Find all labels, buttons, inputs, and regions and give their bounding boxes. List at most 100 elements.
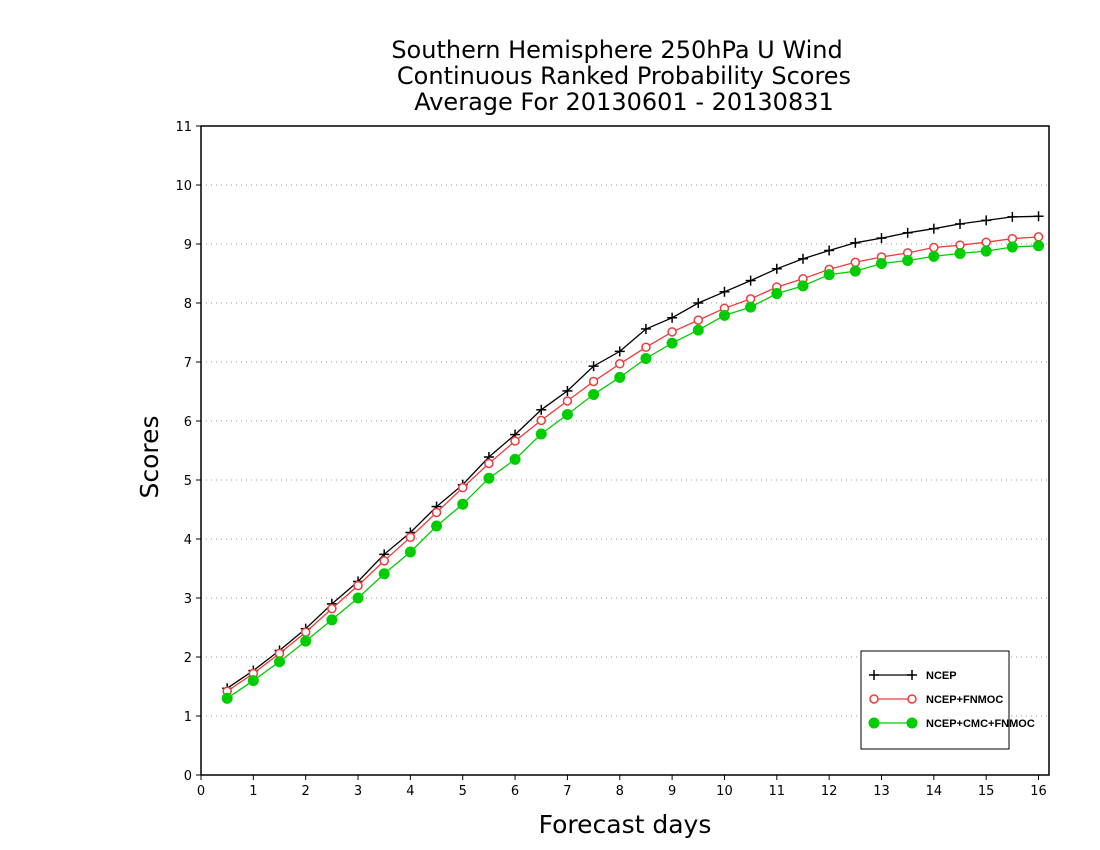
series-3-point bbox=[1033, 240, 1045, 252]
series-2-point bbox=[1033, 232, 1044, 242]
x-tick-label: 10 bbox=[716, 784, 733, 799]
series-3-point bbox=[718, 309, 730, 321]
x-tick-label: 8 bbox=[616, 784, 624, 799]
y-tick-label: 4 bbox=[184, 533, 192, 548]
x-tick-label: 4 bbox=[406, 784, 414, 799]
legend-marker bbox=[906, 717, 918, 729]
y-tick-label: 0 bbox=[184, 769, 192, 784]
series-1-point bbox=[1033, 211, 1044, 222]
series-3-point bbox=[247, 675, 259, 687]
series-1-point bbox=[562, 385, 573, 396]
series-3-point bbox=[614, 371, 626, 383]
series-3-point bbox=[326, 614, 338, 626]
series-1-point bbox=[876, 233, 887, 244]
x-tick-label: 11 bbox=[769, 784, 786, 799]
series-3-point bbox=[352, 592, 364, 604]
series-3-point bbox=[483, 472, 495, 484]
x-tick-label: 6 bbox=[511, 784, 519, 799]
series-2 bbox=[222, 232, 1044, 696]
x-tick-label: 2 bbox=[302, 784, 310, 799]
series-3-point bbox=[797, 280, 809, 292]
x-tick-label: 5 bbox=[459, 784, 467, 799]
legend-label: NCEP+CMC+FNMOC bbox=[926, 718, 1035, 730]
series-1-point bbox=[667, 312, 678, 323]
y-tick-label: 9 bbox=[184, 238, 192, 253]
series-3-point bbox=[980, 245, 992, 257]
series-1-point bbox=[850, 237, 861, 248]
series-2-line bbox=[226, 236, 1039, 692]
series-1-point bbox=[588, 361, 599, 372]
series-3-point bbox=[902, 255, 914, 267]
legend: NCEP NCEP+FNMOC NCEP+CMC+FNMOC bbox=[860, 650, 1035, 750]
series-1-point bbox=[614, 346, 625, 357]
legend-item: NCEP+CMC+FNMOC bbox=[868, 717, 1035, 730]
title-line-3: Average For 20130601 - 20130831 bbox=[414, 88, 834, 116]
x-tick-label: 16 bbox=[1030, 784, 1047, 799]
series-2-point bbox=[510, 436, 520, 446]
legend-marker bbox=[869, 694, 879, 704]
legend-label: NCEP+FNMOC bbox=[926, 694, 1003, 706]
legend-marker bbox=[907, 670, 917, 680]
series-3-point bbox=[378, 568, 390, 580]
x-tick-label: 3 bbox=[354, 784, 362, 799]
legend-label: NCEP bbox=[926, 670, 957, 682]
x-tick-label: 13 bbox=[873, 784, 890, 799]
x-tick-label: 0 bbox=[197, 784, 205, 799]
series-2-point bbox=[484, 458, 494, 469]
y-axis-label: Scores bbox=[135, 415, 164, 498]
legend-marker bbox=[868, 717, 880, 729]
series-1-point bbox=[955, 218, 966, 229]
series-1-point bbox=[981, 215, 992, 226]
series-1-point bbox=[745, 275, 756, 286]
series-1-point bbox=[797, 253, 808, 264]
series-3-point bbox=[666, 337, 678, 349]
series-1-point bbox=[1007, 211, 1018, 222]
x-axis-label: Forecast days bbox=[539, 810, 712, 839]
series-3-point bbox=[300, 635, 312, 647]
y-tick-label: 5 bbox=[184, 474, 192, 489]
series-1-point bbox=[902, 227, 913, 238]
series-3-point bbox=[561, 409, 573, 421]
series-2-point bbox=[929, 242, 939, 253]
series-3-point bbox=[823, 269, 835, 281]
legend-box bbox=[860, 650, 1010, 750]
series-3-point bbox=[404, 546, 416, 558]
series-3-point bbox=[928, 250, 940, 262]
series-1-point bbox=[719, 286, 730, 297]
series-2-point bbox=[641, 342, 651, 352]
x-tick-label: 7 bbox=[563, 784, 571, 799]
series-2-point bbox=[431, 507, 442, 518]
series-3-point bbox=[588, 388, 600, 400]
series-3-point bbox=[692, 324, 704, 336]
x-tick-label: 12 bbox=[821, 784, 838, 799]
series-3-point bbox=[954, 247, 966, 259]
legend-item: NCEP+FNMOC bbox=[869, 694, 1003, 706]
series-1-point bbox=[693, 298, 704, 308]
series-2-point bbox=[379, 556, 389, 566]
chart-title: Southern Hemisphere 250hPa U Wind Contin… bbox=[391, 36, 851, 116]
series-1 bbox=[222, 211, 1044, 694]
legend-item: NCEP bbox=[869, 670, 957, 682]
x-tick-label: 15 bbox=[978, 784, 995, 799]
series-3-point bbox=[1006, 241, 1018, 253]
series-2-point bbox=[327, 603, 337, 614]
series-3-point bbox=[849, 265, 861, 277]
series-1-point bbox=[640, 323, 651, 334]
series-3-point bbox=[509, 453, 521, 465]
x-tick-label: 14 bbox=[926, 784, 943, 799]
series-2-point bbox=[353, 580, 363, 591]
series-3 bbox=[221, 240, 1045, 704]
series-3-point bbox=[274, 656, 286, 668]
title-line-1: Southern Hemisphere 250hPa U Wind bbox=[391, 36, 842, 64]
y-tick-label: 2 bbox=[184, 651, 192, 666]
y-tick-label: 1 bbox=[184, 710, 192, 725]
series-3-point bbox=[535, 428, 547, 440]
series-2-point bbox=[300, 627, 311, 637]
series-3-point bbox=[221, 692, 233, 704]
y-tick-label: 3 bbox=[184, 592, 192, 607]
series-2-point bbox=[457, 482, 468, 493]
series-1-point bbox=[928, 223, 939, 234]
series-2-point bbox=[693, 315, 704, 325]
